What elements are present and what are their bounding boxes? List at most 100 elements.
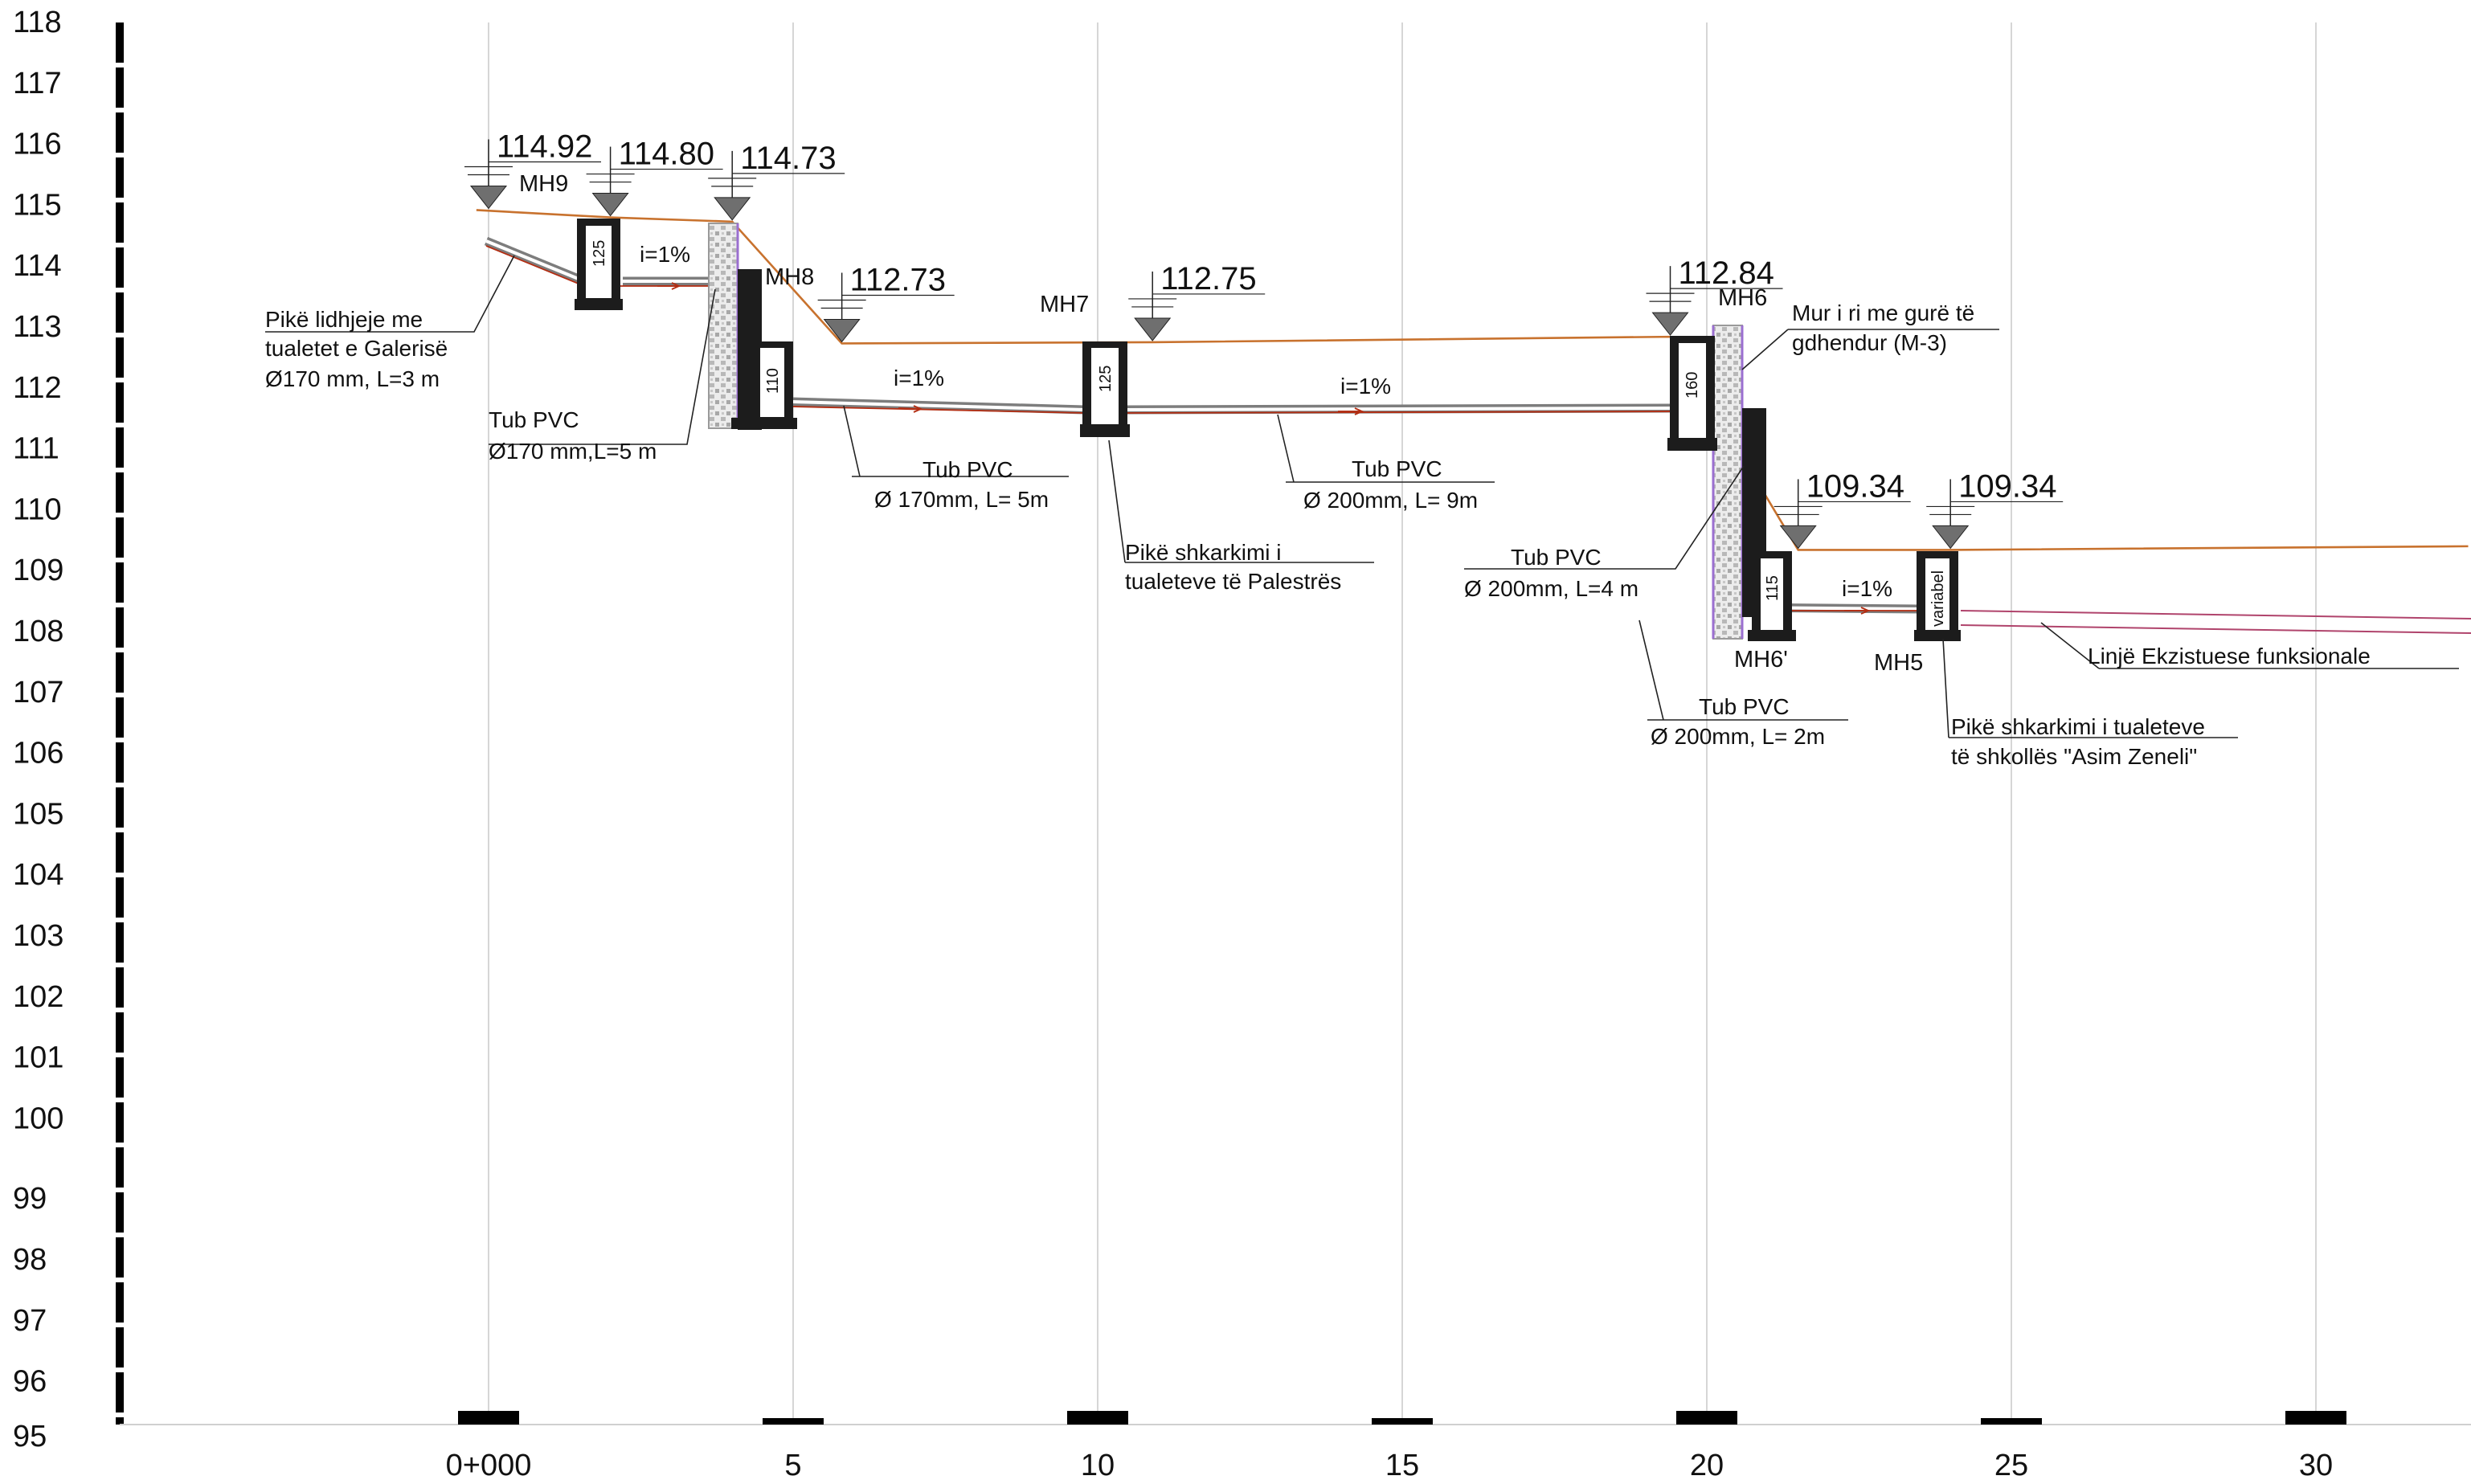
- elevation-value: 114.80: [619, 137, 714, 172]
- existing-line: [1960, 610, 2471, 634]
- mh7-label: MH7: [1040, 292, 1089, 317]
- mh7-size-label: 125: [1097, 366, 1115, 392]
- mh6-prime-size-label: 115: [1764, 575, 1782, 601]
- elevation-marker: 112.84: [1646, 256, 1783, 336]
- y-tick-label: 116: [13, 128, 62, 161]
- station-marker: [1676, 1411, 1737, 1425]
- station-marker: [763, 1418, 824, 1425]
- manhole-mh5: [1914, 551, 1961, 641]
- pipe-note: Ø 200mm, L=4 m: [1464, 576, 1638, 601]
- annotation-leaders: [265, 255, 2459, 738]
- pipe-note: Tub PVC: [923, 457, 1013, 482]
- y-tick-label: 111: [13, 432, 59, 466]
- slope-label: i=1%: [1340, 374, 1391, 399]
- pipe-note: Ø 200mm, L= 2m: [1651, 724, 1825, 749]
- elevation-marker: 114.80: [586, 137, 723, 217]
- pipe-note: Tub PVC: [1352, 456, 1442, 481]
- station-markers: [458, 1411, 2346, 1425]
- slope-label: i=1%: [1842, 576, 1892, 601]
- y-tick-label: 100: [13, 1102, 63, 1135]
- mh6-prime-label: MH6': [1734, 647, 1788, 673]
- x-tick-label: 5: [784, 1449, 801, 1482]
- y-tick-label: 108: [13, 615, 63, 648]
- elevation-value: 109.34: [1806, 468, 1904, 504]
- x-tick-label: 0+000: [446, 1449, 532, 1482]
- y-tick-label: 104: [13, 858, 63, 892]
- ground-profile-line: [476, 209, 2469, 551]
- y-tick-label: 103: [13, 919, 63, 953]
- elevation-value: 114.92: [497, 129, 592, 164]
- elevation-value: 112.75: [1160, 261, 1256, 296]
- mh6-size-label: 160: [1683, 372, 1701, 399]
- x-tick-label: 20: [1690, 1449, 1724, 1482]
- elevation-marker: 112.75: [1128, 261, 1266, 341]
- elevation-value: 109.34: [1958, 468, 2056, 504]
- y-tick-label: 115: [13, 188, 62, 222]
- elevation-marker: 109.34: [1926, 468, 2064, 550]
- manhole-mh7: [1080, 341, 1130, 437]
- y-tick-label: 113: [13, 310, 62, 344]
- slope-label: i=1%: [894, 366, 944, 390]
- y-tick-label: 101: [13, 1041, 63, 1075]
- elevation-marker: 114.73: [708, 141, 845, 221]
- y-tick-label: 109: [13, 554, 63, 587]
- connection-point-note: tualetet e Galerisë: [265, 336, 448, 361]
- connection-point-note: Pikë lidhjeje me: [265, 307, 423, 332]
- y-tick-label: 117: [13, 67, 62, 100]
- mh9-size-label: 125: [591, 240, 608, 267]
- y-tick-label: 110: [13, 493, 62, 526]
- pipe-note: Ø 170mm, L= 5m: [874, 487, 1049, 512]
- mh6-label: MH6: [1718, 285, 1767, 311]
- slope-label: i=1%: [640, 242, 690, 267]
- existing-line-note: Linjë Ekzistuese funksionale: [2088, 644, 2371, 668]
- y-tick-label: 97: [13, 1304, 47, 1338]
- discharge-palestra-note: Pikë shkarkimi i: [1125, 540, 1281, 565]
- mh8-label: MH8: [765, 264, 814, 290]
- manhole-mh9: [575, 219, 623, 310]
- elevation-marker: 112.73: [817, 262, 955, 343]
- mh8-size-label: 110: [764, 368, 782, 394]
- elevation-value: 112.73: [850, 262, 946, 297]
- station-marker: [2285, 1411, 2346, 1425]
- station-marker: [1981, 1418, 2042, 1425]
- discharge-palestra-note: tualeteve të Palestrës: [1125, 569, 1341, 594]
- station-marker: [1372, 1418, 1433, 1425]
- stone-wall-note: Mur i ri me gurë të: [1792, 300, 1974, 325]
- discharge-school-note: Pikë shkarkimi i tualeteve: [1951, 714, 2205, 739]
- stone-wall-note: gdhendur (M-3): [1792, 330, 1947, 355]
- mh5-label: MH5: [1874, 650, 1923, 676]
- y-tick-label: 95: [13, 1420, 47, 1453]
- manhole-mh8: [731, 269, 797, 430]
- x-tick-label: 10: [1081, 1449, 1115, 1482]
- y-tick-label: 118: [13, 6, 62, 39]
- station-marker: [458, 1411, 519, 1425]
- connection-point-note: Ø170 mm, L=3 m: [265, 366, 440, 391]
- pipe-note: Ø 200mm, L= 9m: [1303, 488, 1478, 513]
- y-tick-label: 106: [13, 737, 63, 771]
- mh9-label: MH9: [519, 171, 568, 197]
- x-tick-label: 25: [1994, 1449, 2028, 1482]
- x-tick-label: 15: [1385, 1449, 1419, 1482]
- y-tick-label: 99: [13, 1182, 47, 1216]
- elevation-marker: 114.92: [464, 129, 601, 210]
- elevation-value: 112.84: [1679, 256, 1774, 291]
- mh5-size-label: variabel: [1929, 570, 1947, 627]
- y-tick-label: 98: [13, 1243, 47, 1277]
- elevation-marker: 109.34: [1773, 468, 1911, 550]
- manhole-mh6-prime: [1748, 551, 1796, 641]
- pipe-note: Ø170 mm,L=5 m: [489, 439, 657, 464]
- pipe-note: Tub PVC: [1511, 545, 1602, 570]
- discharge-school-note: të shkollës "Asim Zeneli": [1951, 744, 2197, 769]
- y-tick-label: 96: [13, 1365, 47, 1399]
- elevation-value: 114.73: [740, 141, 836, 176]
- pipe-note: Tub PVC: [1699, 694, 1790, 719]
- y-tick-label: 105: [13, 797, 63, 831]
- station-marker: [1067, 1411, 1128, 1425]
- y-tick-label: 107: [13, 676, 63, 709]
- x-tick-label: 30: [2299, 1449, 2333, 1482]
- y-tick-label: 112: [13, 371, 62, 405]
- station-grid: [488, 22, 2317, 1425]
- y-tick-label: 102: [13, 980, 63, 1014]
- y-tick-label: 114: [13, 249, 62, 283]
